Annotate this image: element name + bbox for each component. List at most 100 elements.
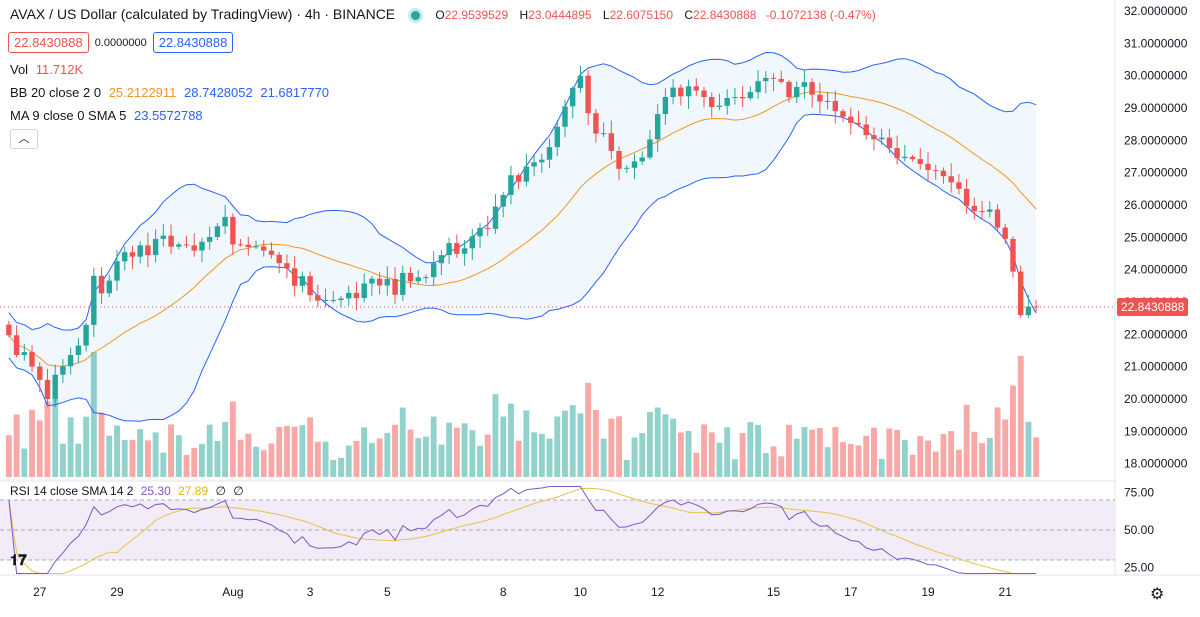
volume-bar [415,438,422,477]
volume-bar [1017,355,1024,477]
gear-icon[interactable]: ⚙ [1150,586,1165,603]
time-axis-label: 3 [307,585,314,599]
candle-body [801,82,808,87]
volume-bar [724,427,731,477]
spread-value: 0.0000000 [94,36,147,49]
candle-body [1018,271,1024,316]
volume-bar [971,431,978,477]
candle-body [407,272,414,282]
candle-body [276,254,282,264]
volume-bar [592,409,599,477]
volume-bar [36,420,43,477]
collapse-legend-button[interactable]: ︿ [10,129,38,149]
candle-body [685,86,692,97]
time-axis-label: 8 [500,585,507,599]
volume-legend[interactable]: Vol 11.712K [10,62,84,77]
candle-body [917,159,923,164]
candle-body [6,324,12,336]
candle-body [261,246,267,251]
rsi-value: 25.30 [140,484,171,498]
candle-body [477,227,483,237]
volume-bar [863,435,870,477]
candle-body [655,114,661,140]
bollinger-legend[interactable]: BB 20 close 2 0 25.2122911 28.7428052 21… [10,85,330,100]
price-axis-label: 24.0000000 [1124,263,1188,277]
rsi-axis-label: 50.00 [1124,523,1154,537]
candle-body [886,137,893,148]
tradingview-logo-icon[interactable]: 𝟏𝟕 [10,552,27,569]
candle-body [971,205,977,212]
candle-body [268,250,275,255]
volume-bar [963,404,970,477]
price-axis-label: 31.0000000 [1124,36,1188,50]
candle-body [106,280,112,294]
time-axis-label: 15 [767,585,781,599]
candle-body [361,283,367,298]
candle-body [207,237,213,242]
price-axis-label: 20.0000000 [1124,392,1188,406]
volume-bar [214,441,221,477]
candle-body [824,100,831,102]
candle-body [1002,227,1008,239]
volume-bar [461,423,468,477]
time-axis-label: 21 [999,585,1013,599]
bb-upper-line [8,51,1037,331]
candle-body [523,166,530,182]
volume-bar [446,422,453,477]
candle-body [879,137,885,140]
volume-bar [392,424,398,477]
candle-body [855,122,862,125]
volume-bar [608,418,615,477]
current-price-label: 22.8430888 [1117,298,1189,316]
candle-body [129,252,136,257]
candle-body [245,244,251,247]
volume-bar [345,445,352,477]
volume-bar [268,443,275,477]
time-axis-label: Aug [222,585,243,599]
volume-bar [60,443,66,477]
candle-body [400,272,406,295]
candle-body [662,97,669,115]
candle-body [647,139,653,158]
volume-bar [693,452,700,477]
candle-body [631,161,638,168]
volume-bar [677,432,684,477]
volume-bar [299,425,306,477]
volume-bar [538,433,545,477]
time-axis-label: 29 [110,585,124,599]
volume-bar [786,424,792,477]
candle-body [299,276,306,286]
candle-body [168,235,174,247]
volume-bar [152,432,159,477]
candle-body [44,379,51,399]
ma-legend[interactable]: MA 9 close 0 SMA 5 23.5572788 [10,108,203,123]
volume-bar [276,427,283,477]
volume-bar [1002,419,1009,477]
rsi-legend[interactable]: RSI 14 close SMA 14 2 25.30 27.89 ∅ ∅ [10,484,244,498]
volume-bar [554,416,561,477]
volume-bar [44,401,51,477]
buy-button[interactable]: 22.8430888 [152,32,234,53]
volume-bar [585,382,592,477]
candle-body [122,252,128,262]
volume-bar [423,436,429,477]
candle-body [183,244,190,246]
volume-bar [901,440,908,477]
candle-body [724,98,730,106]
volume-bar [121,440,128,477]
candle-body [384,279,390,286]
symbol-title[interactable]: AVAX / US Dollar (calculated by TradingV… [10,6,396,22]
candle-body [338,298,344,300]
volume-bar [739,433,746,477]
volume-bar [623,460,630,477]
volume-bar [338,457,344,477]
candle-body [500,195,506,207]
candle-body [152,238,159,256]
candle-body [948,176,954,183]
sell-button[interactable]: 22.8430888 [8,32,89,53]
rsi-line [8,486,1037,574]
volume-bar [855,445,862,477]
candle-body [940,170,947,177]
